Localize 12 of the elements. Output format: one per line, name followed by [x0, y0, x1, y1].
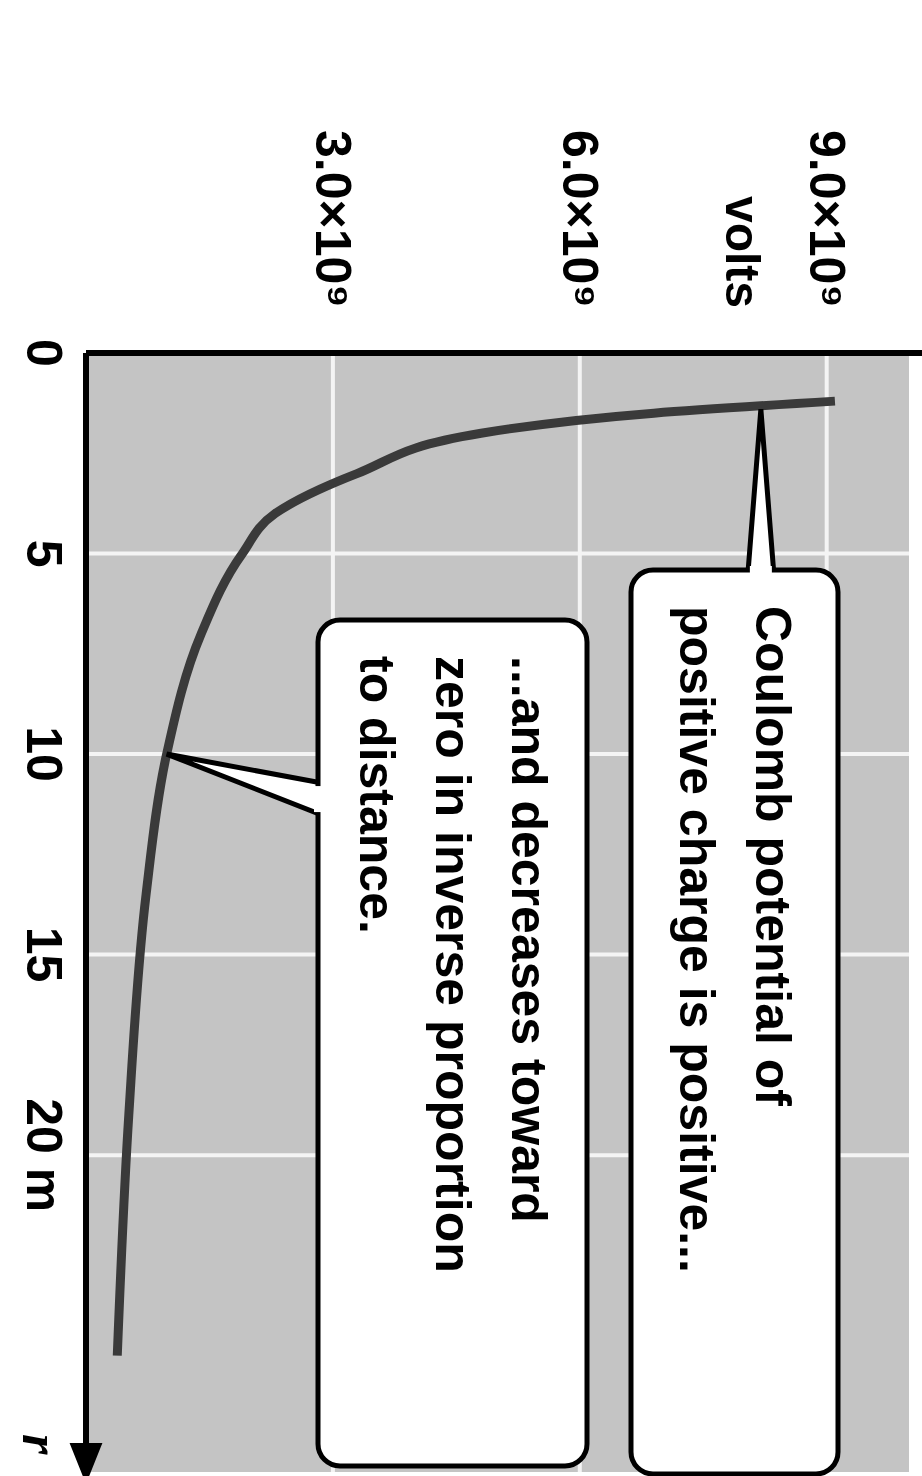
annotation: Coulomb potential of positive charge is positive...	[668, 606, 801, 1273]
y-axis-title: r	[11, 1433, 69, 1455]
x-tick-label: 3.0×10⁹	[304, 129, 361, 308]
y-tick-label: 15	[16, 926, 72, 983]
y-tick-label: 0	[16, 339, 72, 367]
x-tick-label: 9.0×10⁹	[798, 129, 855, 308]
annotation: ...and decreases toward zero in inverse proportion to distance.	[348, 656, 557, 1273]
y-tick-label: 5	[16, 539, 72, 568]
text: volts	[716, 195, 770, 308]
y-tick-label: 20 m	[16, 1098, 72, 1213]
y-tick-label: 10	[16, 726, 72, 782]
x-tick-label: 6.0×10⁹	[551, 129, 608, 308]
